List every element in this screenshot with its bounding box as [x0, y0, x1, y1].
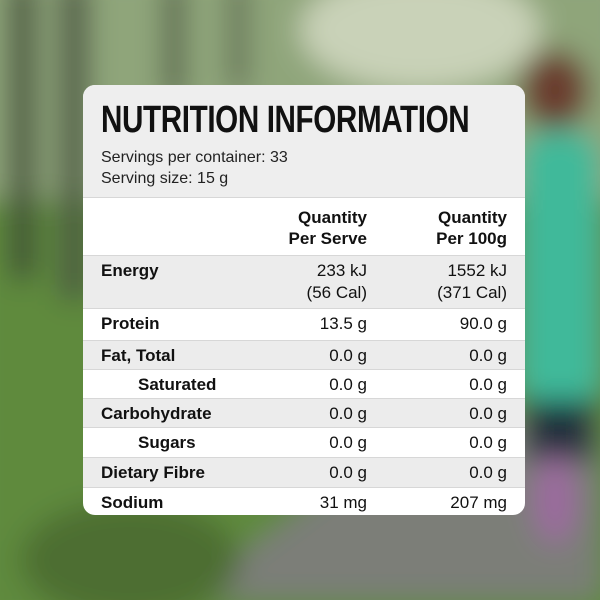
nutrient: Dietary Fibre: [83, 457, 283, 488]
row: Energy 233 kJ (56 Cal) 1552 kJ (371 Cal): [83, 255, 525, 309]
value: 0.0 g: [367, 369, 525, 399]
value: 0.0 g: [367, 340, 525, 370]
column-header: Quantity: [438, 208, 507, 227]
value: 90.0 g: [367, 308, 525, 341]
nutrient: Energy: [83, 255, 283, 309]
value: 31 mg: [283, 487, 367, 515]
value: 1552 kJ: [447, 261, 507, 280]
value: 207 mg: [367, 487, 525, 515]
nutrition-panel: NUTRITION INFORMATION Servings per conta…: [83, 85, 525, 515]
value: 0.0 g: [367, 457, 525, 488]
value: 0.0 g: [367, 427, 525, 458]
nutrient: Saturated: [83, 369, 283, 399]
serving-size: Serving size: 15 g: [101, 170, 229, 187]
row: Sodium 31 mg 207 mg: [83, 487, 525, 515]
servings: Servings per container: 33: [101, 149, 288, 166]
header-row: Quantity Per Serve Quantity Per 100g: [83, 197, 525, 256]
column-header: Quantity: [298, 208, 367, 227]
value: 0.0 g: [283, 427, 367, 458]
row: Dietary Fibre 0.0 g 0.0 g: [83, 457, 525, 488]
value: (56 Cal): [306, 283, 367, 302]
panel-header: NUTRITION INFORMATION Servings per conta…: [83, 85, 525, 197]
title: NUTRITION INFORMATION: [101, 99, 470, 141]
value: 0.0 g: [367, 398, 525, 428]
row: Sugars 0.0 g 0.0 g: [83, 427, 525, 458]
nutrient: Protein: [83, 308, 283, 341]
value: 0.0 g: [283, 340, 367, 370]
nutrient: Carbohydrate: [83, 398, 283, 428]
value: 0.0 g: [283, 398, 367, 428]
nutrient: Fat, Total: [83, 340, 283, 370]
value: (371 Cal): [437, 283, 507, 302]
value: 0.0 g: [283, 457, 367, 488]
nutrient: Sugars: [83, 427, 283, 458]
row: Fat, Total 0.0 g 0.0 g: [83, 340, 525, 370]
row: Protein 13.5 g 90.0 g: [83, 308, 525, 341]
row: Saturated 0.0 g 0.0 g: [83, 369, 525, 399]
nutrition-table: Quantity Per Serve Quantity Per 100g Energ…: [83, 197, 525, 515]
value: 233 kJ: [316, 261, 367, 280]
column-header: Per 100g: [436, 229, 507, 248]
column-header: Per Serve: [288, 229, 367, 248]
value: 13.5 g: [283, 308, 367, 341]
row: Carbohydrate 0.0 g 0.0 g: [83, 398, 525, 428]
nutrient: Sodium: [83, 487, 283, 515]
value: 0.0 g: [283, 369, 367, 399]
